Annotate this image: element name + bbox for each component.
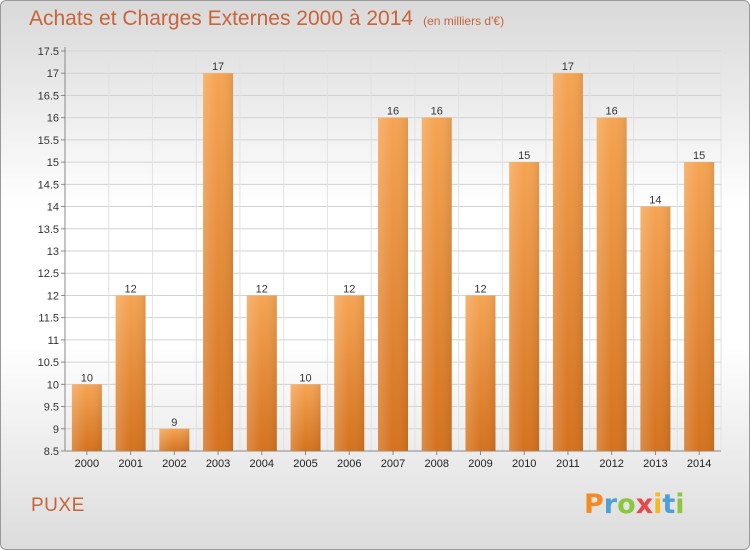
y-tick-label: 15.5 bbox=[38, 135, 59, 147]
x-tick-label-2000: 2000 bbox=[75, 458, 99, 470]
bar-shine-2001 bbox=[115, 295, 146, 451]
y-tick-label: 16.5 bbox=[38, 90, 59, 102]
bar-shine-2009 bbox=[465, 295, 496, 451]
x-tick-label-2010: 2010 bbox=[512, 458, 536, 470]
bar-shine-2012 bbox=[596, 117, 627, 452]
chart-title-main: Achats et Charges Externes 2000 à 2014 bbox=[29, 7, 414, 30]
value-label-2000: 10 bbox=[81, 372, 93, 384]
y-tick-label: 11.5 bbox=[38, 313, 59, 325]
x-tick-label-2012: 2012 bbox=[599, 458, 623, 470]
logo-letter: i bbox=[675, 489, 685, 520]
bar-shine-2014 bbox=[684, 162, 715, 451]
y-tick-label: 11 bbox=[48, 335, 59, 347]
value-label-2014: 15 bbox=[693, 150, 705, 162]
x-tick-label-2005: 2005 bbox=[293, 458, 317, 470]
value-label-2008: 16 bbox=[431, 106, 443, 118]
x-tick-label-2009: 2009 bbox=[468, 458, 492, 470]
x-tick-label-2003: 2003 bbox=[206, 458, 230, 470]
bar-shine-2002 bbox=[159, 428, 190, 451]
y-tick-label: 14.5 bbox=[38, 179, 59, 191]
bar-shine-2000 bbox=[71, 384, 102, 451]
labels: 10 2000 12 2001 9 2002 17 2003 12 2004 10 2005 12 200… bbox=[75, 61, 712, 470]
x-tick-label-2006: 2006 bbox=[337, 458, 361, 470]
value-label-2005: 10 bbox=[299, 372, 311, 384]
chart-title: Achats et Charges Externes 2000 à 2014 (e… bbox=[29, 7, 504, 31]
y-tick-label: 13.5 bbox=[38, 224, 59, 236]
value-label-2002: 9 bbox=[171, 417, 177, 429]
bar-shine-2013 bbox=[640, 206, 671, 451]
bar-shine-2008 bbox=[421, 117, 452, 452]
x-tick-label-2002: 2002 bbox=[162, 458, 186, 470]
logo-letter: P bbox=[584, 489, 604, 520]
bar-shine-2005 bbox=[290, 384, 321, 451]
y-tick-label: 16 bbox=[47, 113, 59, 125]
value-label-2012: 16 bbox=[606, 106, 618, 118]
y-tick-label: 9.5 bbox=[44, 402, 59, 414]
y-tick-label: 17.5 bbox=[38, 46, 59, 58]
y-tick-label: 10 bbox=[47, 379, 59, 391]
x-tick-label-2004: 2004 bbox=[250, 458, 274, 470]
value-label-2013: 14 bbox=[649, 195, 661, 207]
bar-shine-2011 bbox=[552, 73, 583, 451]
value-label-2003: 17 bbox=[212, 61, 224, 73]
bar-shine-2010 bbox=[509, 162, 540, 451]
place-name: PUXE bbox=[31, 495, 85, 516]
y-tick-label: 12 bbox=[47, 290, 59, 302]
x-tick-label-2001: 2001 bbox=[118, 458, 142, 470]
proxiti-logo[interactable]: Proxiti bbox=[584, 489, 685, 520]
x-tick-label-2008: 2008 bbox=[424, 458, 448, 470]
y-tick-label: 13 bbox=[47, 246, 59, 258]
logo-letter: i bbox=[653, 489, 663, 520]
value-label-2001: 12 bbox=[124, 283, 136, 295]
logo-letter: x bbox=[635, 489, 654, 520]
y-tick-label: 14 bbox=[47, 202, 59, 214]
logo-letter: o bbox=[617, 489, 636, 520]
y-tick-label: 8.5 bbox=[44, 446, 59, 458]
logo-letter: r bbox=[603, 489, 618, 520]
bar-shine-2006 bbox=[334, 295, 365, 451]
value-label-2007: 16 bbox=[387, 106, 399, 118]
value-label-2009: 12 bbox=[474, 283, 486, 295]
value-label-2004: 12 bbox=[256, 283, 268, 295]
x-tick-label-2014: 2014 bbox=[687, 458, 711, 470]
bar-shine-2007 bbox=[378, 117, 408, 452]
x-tick-label-2013: 2013 bbox=[643, 458, 667, 470]
y-tick-label: 15 bbox=[47, 157, 59, 169]
bar-shine-2003 bbox=[203, 73, 234, 451]
x-tick-label-2011: 2011 bbox=[556, 458, 580, 470]
x-tick-label-2007: 2007 bbox=[381, 458, 405, 470]
bars bbox=[71, 73, 715, 452]
value-label-2011: 17 bbox=[562, 61, 574, 73]
y-tick-label: 17 bbox=[47, 68, 59, 80]
logo-letter: t bbox=[662, 489, 676, 520]
y-tick-label: 9 bbox=[53, 424, 59, 436]
y-tick-label: 10.5 bbox=[38, 357, 59, 369]
value-label-2010: 15 bbox=[518, 150, 530, 162]
chart-title-unit: (en milliers d'€) bbox=[423, 14, 505, 28]
bar-shine-2004 bbox=[246, 295, 277, 451]
value-label-2006: 12 bbox=[343, 283, 355, 295]
y-tick-label: 12.5 bbox=[38, 268, 59, 280]
